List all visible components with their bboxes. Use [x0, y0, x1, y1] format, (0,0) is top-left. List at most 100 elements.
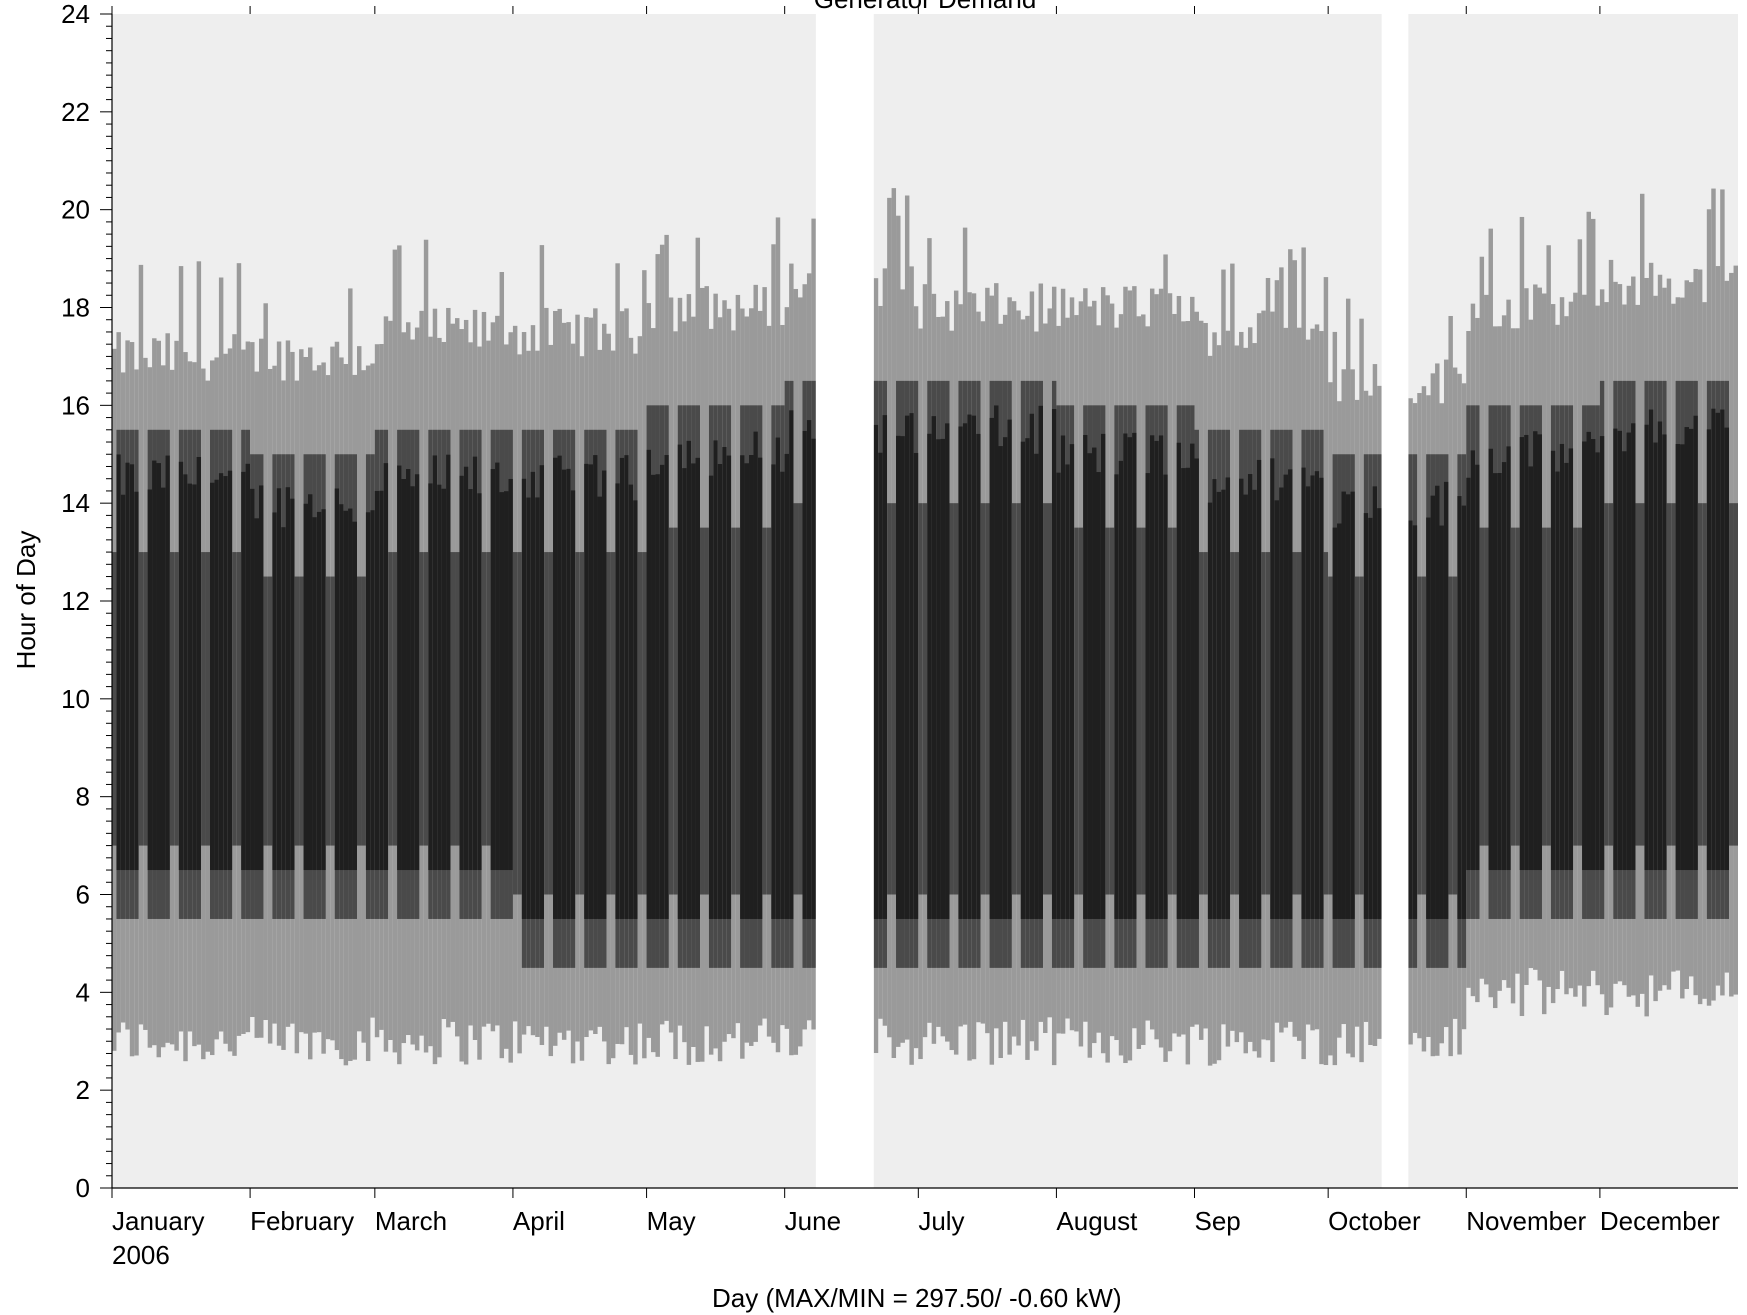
heatmap-cell	[985, 503, 990, 895]
month-label: July	[918, 1206, 964, 1236]
heatmap-cell	[700, 527, 705, 895]
heatmap-cell	[1292, 552, 1297, 895]
heatmap-cell	[1693, 415, 1698, 871]
heatmap-cell	[299, 576, 304, 846]
heatmap-cell	[695, 457, 701, 919]
heatmap-cell	[303, 503, 309, 871]
heatmap-cell	[1190, 443, 1195, 919]
heatmap-cell	[1510, 527, 1516, 846]
heatmap-cell	[744, 463, 750, 919]
chart-title: Generator Demand	[814, 0, 1037, 14]
y-tick-label: 4	[76, 977, 90, 1007]
heatmap-cell	[290, 498, 295, 871]
heatmap-cell	[138, 552, 144, 846]
heatmap-cell	[232, 552, 237, 846]
heatmap-cell	[949, 503, 954, 895]
heatmap-cell	[633, 500, 638, 919]
heatmap-cell	[1337, 523, 1342, 919]
heatmap-cell	[530, 471, 536, 919]
heatmap-cell	[1488, 448, 1493, 871]
heatmap-cell	[1341, 491, 1346, 919]
heatmap-cell	[958, 426, 963, 919]
heatmap-cell	[147, 489, 153, 871]
heatmap-cell	[1372, 486, 1378, 919]
heatmap-cell	[512, 552, 518, 895]
heatmap-cell	[1466, 477, 1471, 871]
heatmap-cell	[1684, 427, 1689, 871]
heatmap-cell	[1158, 435, 1164, 919]
heatmap-cell	[1359, 576, 1364, 895]
heatmap-cell	[1492, 473, 1498, 871]
heatmap-cell	[521, 478, 527, 919]
y-tick-label: 2	[76, 1075, 90, 1105]
heatmap-cell	[1550, 450, 1556, 871]
heatmap-cell	[940, 438, 946, 919]
heatmap-cell	[1114, 474, 1119, 919]
heatmap-cell	[1631, 423, 1636, 871]
heatmap-cell	[637, 552, 643, 895]
heatmap-cell	[459, 475, 464, 871]
heatmap-cell	[962, 423, 968, 919]
heatmap-cell	[606, 552, 611, 895]
heatmap-cell	[1470, 450, 1476, 871]
y-tick-label: 8	[76, 782, 90, 812]
heatmap-cell	[365, 512, 371, 871]
heatmap-cell	[463, 466, 469, 871]
heatmap-cell	[1689, 428, 1694, 871]
heatmap-cell	[668, 527, 674, 895]
heatmap-cell	[1314, 471, 1320, 919]
heatmap-cell	[1132, 432, 1137, 919]
heatmap-cells	[112, 188, 1738, 1066]
heatmap-cell	[539, 465, 545, 919]
heatmap-cell	[1724, 427, 1730, 871]
heatmap-cell	[1662, 434, 1667, 871]
heatmap-cell	[1582, 441, 1587, 871]
heatmap-cell	[878, 452, 883, 919]
heatmap-cell	[250, 488, 255, 871]
heatmap-cell	[1653, 442, 1658, 871]
heatmap-cell	[210, 482, 215, 871]
heatmap-cell	[1100, 433, 1106, 919]
month-label: February	[250, 1206, 354, 1236]
heatmap-cell	[1354, 576, 1360, 895]
heatmap-cell	[691, 463, 696, 919]
heatmap-cell	[1323, 552, 1329, 895]
heatmap-cell	[976, 433, 981, 919]
heatmap-cell	[544, 552, 549, 895]
heatmap-cell	[1729, 503, 1734, 846]
heatmap-cell	[548, 552, 554, 895]
heatmap-cell	[1029, 413, 1035, 919]
heatmap-cell	[1541, 527, 1547, 846]
heatmap-cell	[1288, 469, 1293, 919]
heatmap-cell	[1644, 424, 1649, 871]
heatmap-cell	[495, 462, 500, 871]
heatmap-cell	[1568, 448, 1574, 871]
heatmap-cell	[1559, 443, 1565, 871]
y-tick-label: 18	[61, 293, 90, 323]
heatmap-cell	[713, 440, 718, 919]
heatmap-cell	[775, 437, 781, 919]
heatmap-cell	[619, 457, 625, 919]
heatmap-cell	[740, 455, 745, 919]
heatmap-cell	[1065, 464, 1070, 919]
heatmap-cell	[423, 552, 429, 846]
heatmap-cell	[1279, 487, 1284, 919]
heatmap-cell	[1345, 494, 1351, 919]
heatmap-cell	[1479, 527, 1485, 846]
heatmap-cell	[766, 527, 772, 895]
heatmap-cell	[1635, 503, 1640, 846]
heatmap-cell	[486, 552, 491, 846]
heatmap-cell	[735, 527, 741, 895]
heatmap-cell	[1457, 496, 1462, 919]
heatmap-cell	[1020, 441, 1026, 919]
heatmap-cell	[1328, 576, 1333, 895]
heatmap-cell	[129, 464, 135, 871]
heatmap-cell	[419, 552, 424, 846]
heatmap-cell	[1515, 527, 1520, 846]
heatmap-cell	[873, 424, 879, 919]
heatmap-cell	[223, 476, 228, 871]
heatmap-cell	[361, 576, 366, 846]
heatmap-cell	[499, 492, 505, 871]
month-label: May	[647, 1206, 696, 1236]
heatmap-cell	[936, 439, 941, 919]
